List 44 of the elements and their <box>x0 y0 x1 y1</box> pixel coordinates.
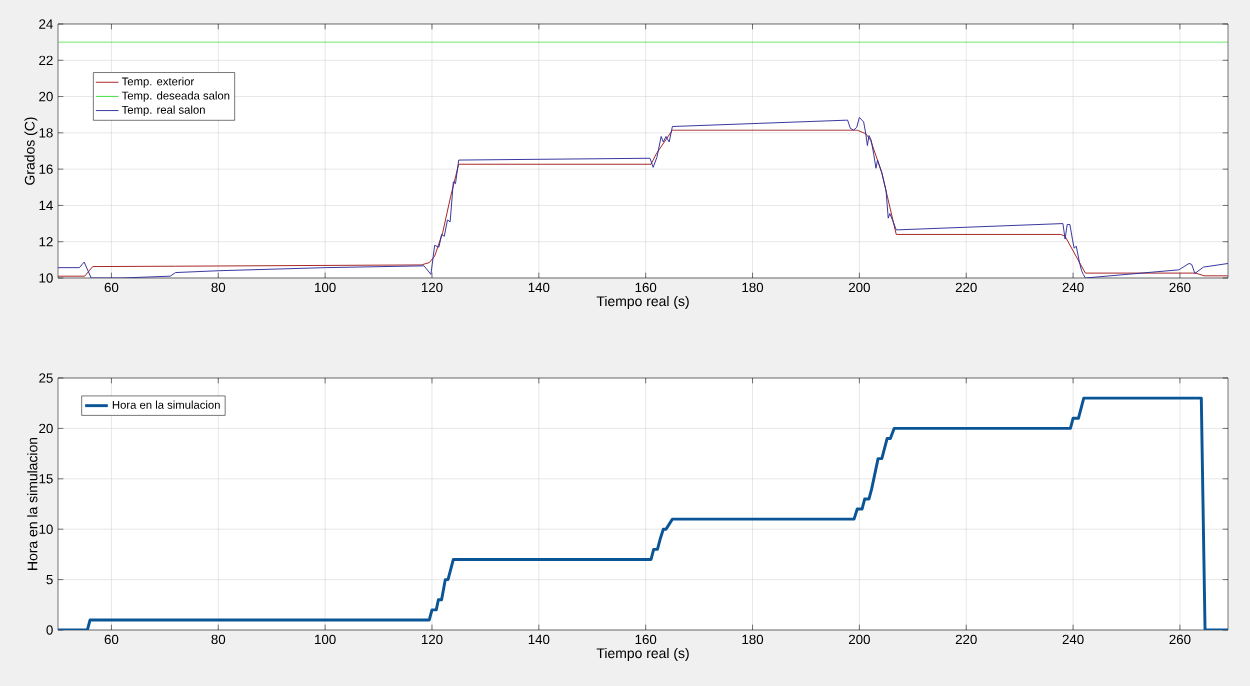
y-tick-label: 25 <box>39 373 53 383</box>
x-tick-label: 140 <box>528 282 550 293</box>
x-tick-label: 140 <box>528 634 550 645</box>
x-axis-title: Tiempo real (s) <box>596 647 689 661</box>
x-tick-label: 200 <box>848 634 870 645</box>
y-tick-label: 18 <box>39 128 53 138</box>
x-tick-label: 180 <box>742 634 764 645</box>
y-tick-label: 10 <box>39 524 53 534</box>
x-tick-label: 200 <box>848 282 870 293</box>
x-tick-label: 100 <box>315 282 336 293</box>
y-tick-label: 22 <box>39 55 53 65</box>
y-axis-title: Grados (C) <box>24 117 38 185</box>
y-axis-title: Hora en la simulacion <box>27 437 38 570</box>
x-tick-label: 100 <box>315 634 336 645</box>
x-tick-label: 80 <box>211 282 226 293</box>
y-tick-label: 15 <box>39 474 53 484</box>
legend-label: Hora en la simulacion <box>112 400 220 409</box>
x-tick-label: 260 <box>1169 634 1191 645</box>
legend-label: Temp. deseada salon <box>121 91 230 102</box>
y-tick-label: 20 <box>39 91 53 102</box>
y-tick-label: 24 <box>39 19 53 29</box>
x-tick-label: 260 <box>1169 282 1191 293</box>
x-tick-label: 120 <box>421 634 443 645</box>
x-tick-label: 120 <box>421 282 443 293</box>
y-tick-label: 5 <box>46 574 53 585</box>
legend-label: Temp. real salon <box>121 105 205 116</box>
x-tick-label: 240 <box>1062 634 1084 645</box>
x-tick-label: 60 <box>104 634 119 645</box>
legend-label: Temp. exterior <box>121 77 194 88</box>
y-tick-label: 16 <box>39 164 53 174</box>
y-tick-label: 20 <box>39 423 53 434</box>
x-tick-label: 240 <box>1062 282 1084 293</box>
y-tick-label: 10 <box>39 273 53 283</box>
y-tick-label: 0 <box>46 625 53 635</box>
x-tick-label: 220 <box>955 282 977 293</box>
x-axis-title: Tiempo real (s) <box>596 295 689 309</box>
x-tick-label: 220 <box>955 634 977 645</box>
y-tick-label: 14 <box>39 200 53 210</box>
x-tick-label: 60 <box>104 282 119 293</box>
x-tick-label: 160 <box>635 634 657 645</box>
x-tick-label: 160 <box>635 282 657 293</box>
y-tick-label: 12 <box>39 237 53 247</box>
x-tick-label: 180 <box>742 282 764 293</box>
x-tick-label: 80 <box>211 634 226 645</box>
